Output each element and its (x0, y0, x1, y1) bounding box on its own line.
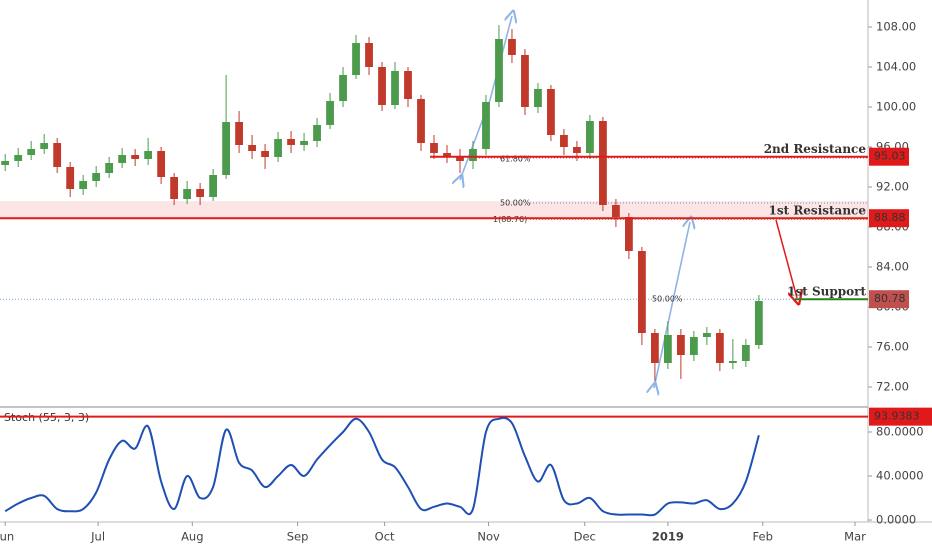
candle-body (651, 333, 659, 363)
candle-body (300, 141, 308, 145)
candle-body (417, 99, 425, 143)
resistance-zone (0, 201, 868, 219)
x-tick-label: Sep (287, 530, 309, 544)
candle-body (53, 143, 62, 167)
candle-body (560, 135, 568, 147)
y-tick-label: 108.00 (876, 20, 916, 34)
candle-body (144, 151, 153, 159)
candle-body (443, 153, 451, 157)
x-tick-label: Aug (181, 530, 203, 544)
x-tick-label: Dec (574, 530, 596, 544)
candle-body (1, 161, 10, 165)
fib-label: 1(88.76) (493, 215, 527, 224)
x-tick-label: Nov (477, 530, 500, 544)
candle-body (40, 143, 49, 149)
candle-body (339, 75, 347, 101)
candle-body (702, 333, 711, 337)
price-box-label: 80.78 (874, 292, 906, 305)
candle-body (612, 205, 620, 217)
candle-body (404, 71, 412, 99)
level-name: 1st Support (787, 285, 866, 299)
candle-body (754, 301, 763, 345)
fib-label: 61.80% (500, 155, 531, 164)
price-box (869, 147, 909, 166)
wave-arrow (654, 222, 690, 388)
candle-body (495, 39, 503, 102)
candle-body (118, 155, 127, 163)
candle-body (261, 151, 269, 157)
y-tick-label: 92.00 (876, 180, 909, 194)
x-tick-label: Feb (753, 530, 773, 544)
price-box-label: 93.9383 (874, 410, 920, 423)
y-tick-label: 0.0000 (876, 513, 916, 527)
candle-body (365, 43, 373, 67)
price-box (869, 407, 932, 426)
candle-body (573, 147, 581, 153)
price-box (869, 209, 909, 228)
y-tick-label: 104.00 (876, 60, 916, 74)
candle-body (534, 89, 542, 107)
candle-body (287, 139, 295, 145)
candle-body (378, 67, 386, 105)
candle-body (547, 89, 555, 135)
price-box-label: 95.03 (874, 150, 906, 163)
candle-body (638, 251, 646, 333)
x-tick-label: Jun (0, 530, 14, 544)
candle-body (625, 217, 633, 251)
candle-body (728, 361, 737, 363)
candle-body (599, 121, 607, 205)
candle-body (586, 121, 594, 153)
x-tick-label: Oct (375, 530, 395, 544)
x-tick-label: Mar (844, 530, 866, 544)
target-arrow (775, 219, 797, 298)
candle-body (209, 175, 217, 197)
candle-body (521, 55, 529, 107)
candle-body (663, 335, 672, 363)
candle-body (482, 102, 490, 149)
candle-body (92, 173, 101, 181)
candle-body (183, 189, 192, 199)
level-name: 1st Resistance (769, 204, 867, 218)
candle-body (430, 143, 438, 153)
candle-body (170, 177, 179, 199)
candle-body (105, 163, 114, 173)
candle-body (313, 125, 321, 141)
y-tick-label: 84.00 (876, 260, 909, 274)
candle-body (79, 181, 88, 189)
candle-body (326, 101, 334, 125)
candle-body (131, 155, 140, 159)
level-name: 2nd Resistance (764, 142, 867, 156)
candle-body (157, 151, 166, 177)
candle-body (676, 335, 685, 355)
y-tick-label: 40.0000 (876, 469, 924, 483)
candle-body (222, 122, 230, 175)
candle-body (66, 167, 75, 189)
candle-body (715, 333, 724, 363)
candle-body (235, 122, 243, 145)
indicator-line (4, 416, 760, 517)
candle-body (352, 43, 360, 75)
y-tick-label: 80.0000 (876, 424, 924, 438)
candle-body (689, 337, 698, 355)
y-tick-label: 72.00 (876, 380, 909, 394)
price-box (869, 290, 909, 309)
fib-label: 50.00% (500, 199, 531, 208)
candle-body (196, 189, 205, 197)
price-box-label: 88.88 (874, 211, 906, 224)
candle-body (508, 39, 516, 55)
x-tick-label: Jul (90, 530, 105, 544)
fib-label: 50.00% (652, 295, 683, 304)
candle-body (741, 345, 750, 361)
candle-body (391, 71, 399, 105)
y-tick-label: 76.00 (876, 340, 909, 354)
candle-body (14, 155, 23, 161)
candle-body (274, 139, 282, 157)
candle-body (456, 157, 464, 161)
candle-body (469, 149, 477, 161)
candle-body (27, 149, 36, 155)
x-tick-label: 2019 (652, 530, 684, 544)
candle-body (248, 145, 256, 151)
y-tick-label: 100.00 (876, 100, 916, 114)
